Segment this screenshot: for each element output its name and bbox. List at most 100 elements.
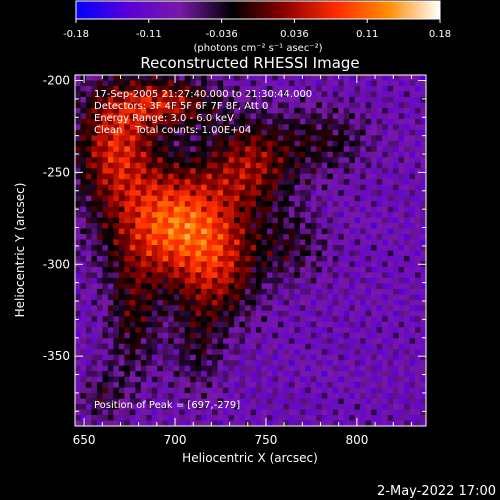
heatmap-cell [305, 75, 312, 81]
heatmap-cell [365, 387, 372, 394]
heatmap-cell [190, 398, 197, 405]
heatmap-cell [393, 157, 399, 164]
heatmap-cell [75, 223, 81, 229]
heatmap-cell [118, 327, 125, 334]
heatmap-cell [162, 135, 169, 142]
heatmap-cell [398, 179, 405, 186]
heatmap-cell [393, 113, 399, 120]
heatmap-cell [299, 151, 306, 158]
heatmap-cell [239, 360, 246, 367]
heatmap-cell [299, 85, 306, 92]
heatmap-cell [354, 168, 361, 175]
heatmap-cell [277, 321, 284, 328]
heatmap-cell [305, 338, 312, 345]
heatmap-cell [195, 409, 202, 416]
heatmap-cell [305, 277, 312, 284]
heatmap-cell [266, 91, 273, 98]
heatmap-cell [201, 162, 208, 169]
heatmap-cell [217, 283, 224, 290]
heatmap-cell [338, 217, 345, 224]
heatmap-cell [135, 146, 142, 153]
heatmap-cell [376, 239, 383, 246]
heatmap-cell [107, 212, 114, 218]
heatmap-cell [173, 343, 180, 350]
heatmap-cell [387, 332, 394, 339]
heatmap-cell [360, 310, 367, 317]
heatmap-cell [338, 212, 345, 218]
heatmap-cell [349, 102, 356, 109]
heatmap-cell [179, 151, 186, 158]
heatmap-cell [162, 305, 169, 312]
heatmap-cell [376, 157, 383, 164]
heatmap-cell [266, 316, 273, 323]
heatmap-cell [393, 365, 399, 372]
heatmap-cell [415, 332, 421, 339]
heatmap-cell [146, 277, 153, 284]
heatmap-cell [349, 173, 356, 180]
heatmap-cell [349, 332, 356, 339]
heatmap-cell [420, 398, 427, 405]
heatmap-cell [393, 349, 399, 356]
heatmap-cell [195, 217, 202, 224]
heatmap-cell [321, 228, 328, 235]
heatmap-cell [398, 305, 405, 312]
heatmap-cell [365, 85, 372, 92]
heatmap-cell [140, 420, 147, 427]
heatmap-cell [234, 140, 240, 147]
heatmap-cell [255, 398, 262, 405]
heatmap-cell [250, 299, 257, 306]
heatmap-cell [195, 299, 202, 306]
heatmap-cell [288, 294, 295, 301]
heatmap-cell [162, 96, 169, 103]
heatmap-cell [96, 261, 103, 268]
heatmap-cell [217, 245, 224, 251]
heatmap-cell [129, 212, 136, 218]
heatmap-cell [85, 415, 92, 421]
heatmap-cell [250, 398, 257, 405]
heatmap-cell [151, 343, 158, 350]
heatmap-cell [283, 184, 290, 191]
heatmap-cell [91, 250, 98, 257]
heatmap-cell [146, 75, 153, 81]
heatmap-cell [420, 102, 427, 109]
heatmap-cell [305, 310, 312, 317]
heatmap-cell [239, 387, 246, 394]
heatmap-cell [327, 140, 334, 147]
heatmap-cell [113, 179, 120, 186]
heatmap-cell [113, 288, 120, 295]
heatmap-cell [343, 360, 350, 367]
heatmap-cell [283, 420, 290, 427]
heatmap-cell [234, 332, 240, 339]
heatmap-cell [338, 85, 345, 92]
heatmap-cell [376, 179, 383, 186]
heatmap-cell [91, 321, 98, 328]
heatmap-cell [140, 332, 147, 339]
heatmap-cell [135, 206, 142, 213]
heatmap-cell [321, 415, 328, 421]
heatmap-cell [162, 179, 169, 186]
heatmap-cell [294, 365, 301, 372]
heatmap-cell [234, 250, 240, 257]
heatmap-cell [102, 343, 109, 350]
heatmap-cell [332, 80, 339, 87]
heatmap-cell [201, 129, 208, 136]
heatmap-cell [124, 398, 131, 405]
heatmap-cell [365, 283, 372, 290]
heatmap-cell [201, 365, 208, 372]
heatmap-cell [332, 146, 339, 153]
heatmap-cell [129, 387, 136, 394]
heatmap-cell [118, 206, 125, 213]
heatmap-cell [151, 415, 158, 421]
heatmap-cell [310, 365, 317, 372]
heatmap-cell [420, 217, 427, 224]
heatmap-cell [201, 398, 208, 405]
heatmap-cell [173, 327, 180, 334]
heatmap-cell [261, 173, 268, 180]
heatmap-cell [190, 343, 197, 350]
heatmap-cell [113, 129, 120, 136]
heatmap-cell [135, 129, 142, 136]
heatmap-cell [354, 404, 361, 410]
heatmap-cell [272, 365, 279, 372]
heatmap-cell [332, 409, 339, 416]
heatmap-cell [371, 168, 378, 175]
